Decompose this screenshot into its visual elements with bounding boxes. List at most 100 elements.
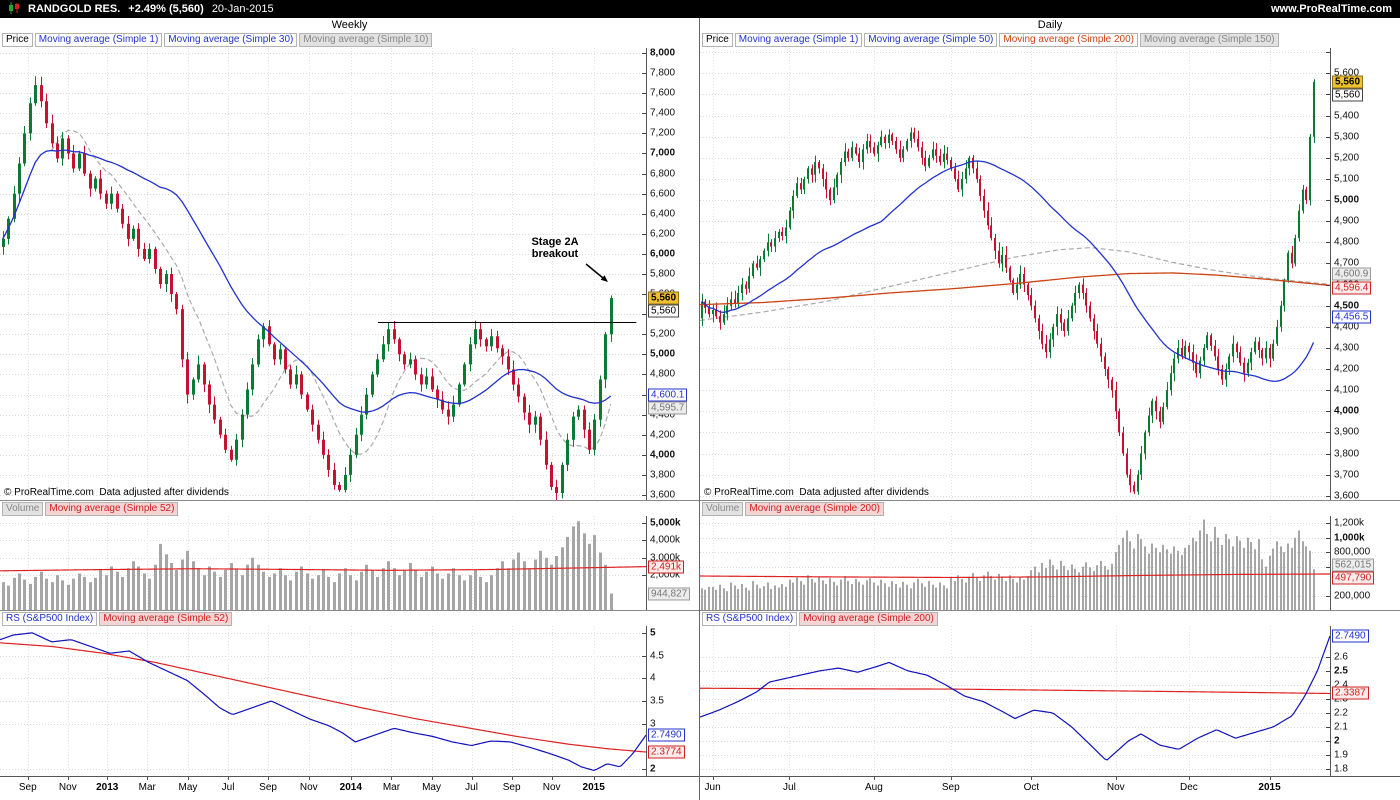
y-axis-label: 2.5 [1334,665,1348,677]
weekly-volume-chart[interactable] [0,516,646,610]
y-axis-label: 3,800 [1334,448,1360,460]
y-axis-label: 6,200 [650,228,676,240]
annotation-arrow-icon [585,263,608,282]
daily-rs-chart[interactable] [700,626,1330,776]
price-marker-label: 2,491k [648,560,685,574]
copyright-note: © ProRealTime.com Data adjusted after di… [704,487,929,498]
y-axis-label: 5,000 [1334,194,1360,206]
legend-item[interactable]: Price [2,33,33,47]
weekly-column: Weekly Price Moving average (Simple 1) Mov… [0,18,699,800]
legend-item[interactable]: Moving average (Simple 1) [734,33,863,47]
y-axis-label: 3,900 [1334,426,1360,438]
y-axis-label: 3,600 [650,489,676,501]
legend-item[interactable]: RS (S&P500 Index) [2,611,98,626]
weekly-price-chart[interactable] [0,48,646,500]
y-axis-label: 2.6 [1334,651,1348,663]
legend-item[interactable]: Moving average (Simple 50) [864,33,998,47]
x-axis-label: 2013 [96,782,119,793]
x-axis-tick [512,777,513,780]
x-axis-label: Jul [221,782,235,793]
x-axis-label: May [422,782,441,793]
y-axis-label: 4,900 [1334,215,1360,227]
x-axis-tick [228,777,229,780]
x-axis-label: Oct [1023,782,1040,793]
y-axis-label: 5,000k [650,517,681,529]
y-axis-label: 6,600 [650,188,676,200]
y-axis-label: 8,000 [650,47,676,59]
x-axis-tick [28,777,29,780]
weekly-price-y-axis: 3,6003,8004,0004,2004,4004,6004,8005,000… [646,48,699,500]
daily-rs-legend: RS (S&P500 Index) Moving average (Simple … [700,610,1400,626]
legend-item[interactable]: RS (S&P500 Index) [702,611,798,626]
price-marker-label: 2.7490 [648,728,685,742]
weekly-rs-chart[interactable] [0,626,646,776]
y-axis-label: 4,300 [1334,342,1360,354]
daily-volume-chart[interactable] [700,516,1330,610]
y-axis-label: 4,000 [650,449,676,461]
price-marker-label: 497,790 [1332,571,1375,585]
y-axis-label: 2.1 [1334,721,1348,733]
legend-item[interactable]: Moving average (Simple 30) [164,33,298,47]
y-axis-label: 5,800 [650,268,676,280]
x-axis-label: May [178,782,198,793]
x-axis-label: Sep [259,782,277,793]
y-axis-label: 3,700 [1334,469,1360,481]
x-axis-label: Nov [1106,782,1125,793]
y-axis-label: 4,000 [1334,405,1360,417]
x-axis-tick [594,777,595,780]
x-axis-tick [1031,777,1032,780]
y-axis-label: 3,000k [650,552,681,564]
daily-price-chart[interactable] [700,48,1330,500]
legend-item[interactable]: Moving average (Simple 1) [34,33,163,47]
y-axis-label: 2 [650,763,656,775]
legend-item[interactable]: Moving average (Simple 200) [745,501,884,516]
price-marker-label: 2.3387 [1332,686,1369,700]
y-axis-label: 800,000 [1334,546,1371,558]
x-axis-label: Jul [783,782,796,793]
x-axis-tick [188,777,189,780]
daily-volume-legend: Volume Moving average (Simple 200) [700,500,1400,516]
y-axis-label: 4,200 [650,429,676,441]
y-axis-label: 2 [1334,735,1340,747]
y-axis-label: 5 [650,627,656,639]
x-axis-tick [1189,777,1190,780]
legend-item[interactable]: Volume [702,501,744,516]
x-axis-tick [874,777,875,780]
legend-item[interactable]: Price [702,33,733,47]
daily-price-y-axis: 3,600 3,700 3,800 3,900 4,000 4,100 4,200 4,300… [1330,48,1400,501]
y-axis-label: 2.2 [1334,707,1348,719]
x-axis-label: Mar [138,782,156,793]
legend-item[interactable]: Moving average (Simple 52) [45,501,179,516]
daily-x-axis: Jun Jul Aug Sep Oct Nov Dec 2015 [700,776,1400,800]
legend-item[interactable]: Moving average (Simple 150) [1139,33,1279,47]
legend-item[interactable]: Moving average (Simple 200) [799,611,938,626]
x-axis-tick [309,777,310,780]
x-axis-tick [107,777,108,780]
x-axis-tick [713,777,714,780]
y-axis-label: 6,400 [650,208,676,220]
legend-item[interactable]: Moving average (Simple 52) [99,611,233,626]
y-axis-label: 5,200 [650,328,676,340]
legend-item[interactable]: Volume [2,501,44,516]
legend-item[interactable]: Moving average (Simple 10) [299,33,433,47]
weekly-rs-plot [0,626,646,776]
y-axis-label: 5,000 [650,348,676,360]
y-axis-label: 4,400 [1334,321,1360,333]
weekly-volume-legend: Volume Moving average (Simple 52) [0,500,699,516]
x-axis-tick [951,777,952,780]
y-axis-label: 4,200 [1334,363,1360,375]
prorealtime-link[interactable]: www.ProRealTime.com [1270,3,1392,15]
price-marker-label: 944,827 [648,587,691,601]
x-axis-tick [432,777,433,780]
y-axis-label: 1.8 [1334,763,1348,775]
price-marker-label: 4,600.9 [1332,267,1372,281]
app-logo-icon [8,1,20,17]
weekly-title: Weekly [331,19,368,31]
legend-item[interactable]: Moving average (Simple 200) [999,33,1138,47]
y-axis-label: 6,800 [650,168,676,180]
x-axis-tick [1270,777,1271,780]
x-axis-label: Sep [941,782,960,793]
copyright-note: © ProRealTime.com Data adjusted after di… [4,487,229,498]
daily-volume-y-axis: 1,200k1,000k800,000600,000200,000562,015… [1330,516,1400,610]
